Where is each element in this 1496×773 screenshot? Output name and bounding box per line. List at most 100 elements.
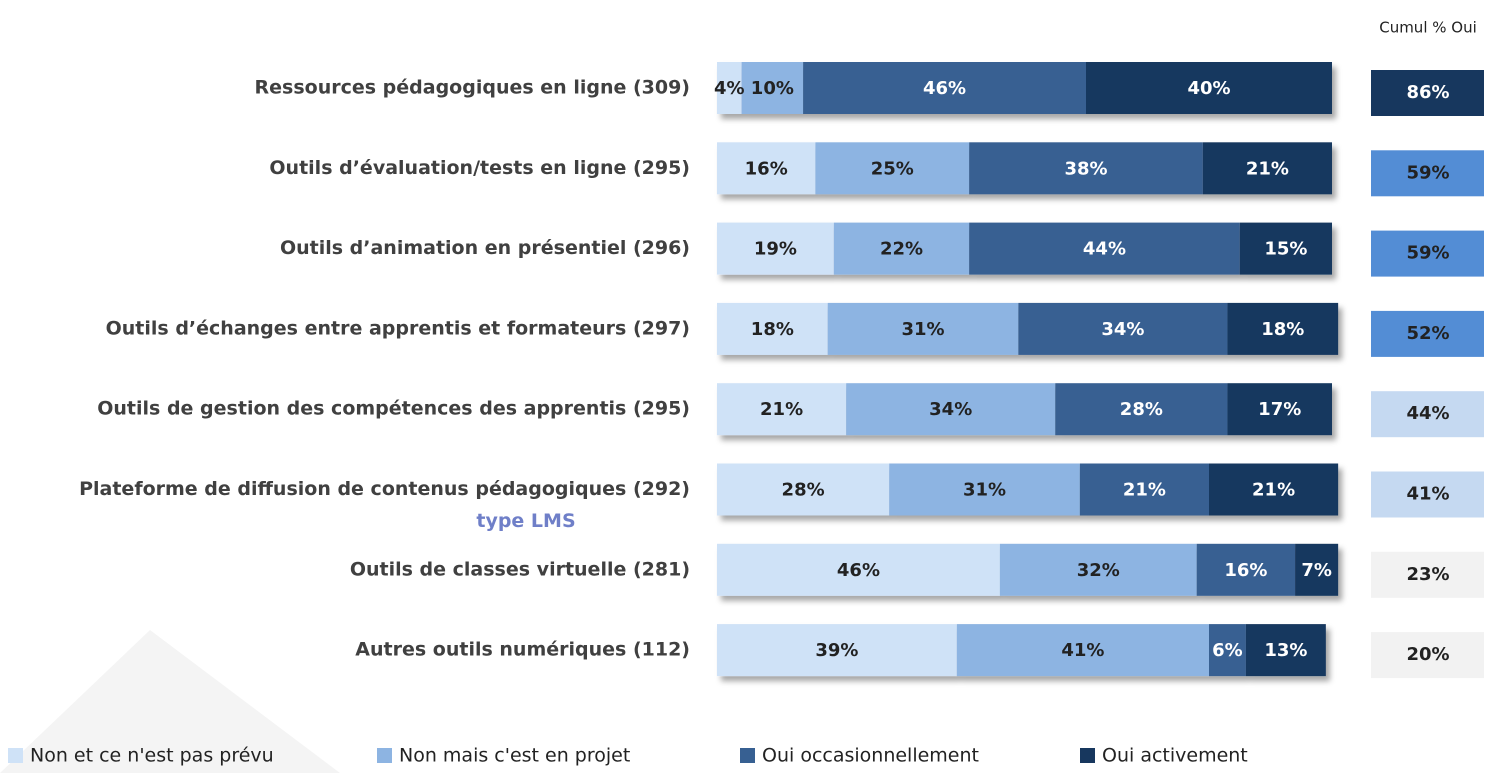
- data-label: 40%: [1187, 78, 1230, 99]
- cumul-title: Cumul % Oui: [1379, 19, 1477, 37]
- cumul-box: [1371, 230, 1484, 277]
- data-label: 31%: [963, 480, 1006, 501]
- bar-segment: [717, 383, 847, 436]
- data-label: 13%: [1264, 640, 1307, 661]
- data-label: 21%: [760, 399, 803, 420]
- category-label: Outils d’échanges entre apprentis et for…: [106, 317, 690, 339]
- bar-segment: [827, 302, 1019, 355]
- data-label: 25%: [871, 158, 914, 179]
- bar-segment: [846, 383, 1056, 436]
- bar-segment: [717, 222, 834, 275]
- data-label: 46%: [923, 78, 966, 99]
- data-label: 16%: [1224, 560, 1267, 581]
- cumul-label: 20%: [1406, 644, 1449, 665]
- cumul-box: [1371, 471, 1484, 518]
- category-label: Ressources pédagogiques en ligne (309): [255, 77, 690, 99]
- data-label: 18%: [1261, 319, 1304, 340]
- bar-segment: [1079, 463, 1209, 516]
- data-label: 34%: [929, 399, 972, 420]
- bar-segment: [1295, 543, 1339, 596]
- bar-group: [717, 62, 1332, 114]
- data-label: 4%: [714, 78, 745, 99]
- data-label: 18%: [751, 319, 794, 340]
- category-label: Outils de gestion des compétences des ap…: [97, 398, 690, 420]
- bar-segment: [815, 142, 970, 195]
- legend-swatch: [740, 748, 755, 763]
- data-label: 21%: [1252, 480, 1295, 501]
- bar-group: [717, 142, 1332, 195]
- bar-segment: [717, 543, 1000, 596]
- legend-label: Non mais c'est en projet: [399, 745, 630, 767]
- data-label: 34%: [1101, 319, 1144, 340]
- legend-label: Non et ce n'est pas prévu: [30, 745, 274, 767]
- cumul-box: [1371, 632, 1484, 679]
- bar-segment: [956, 624, 1209, 677]
- cumul-label: 41%: [1406, 484, 1449, 505]
- cumul-box: [1371, 310, 1484, 357]
- cumul-label: 59%: [1406, 243, 1449, 264]
- bar-segment: [889, 463, 1080, 516]
- legend-swatch: [8, 748, 23, 763]
- legend-label: Oui activement: [1102, 745, 1248, 767]
- bar-segment: [1227, 383, 1332, 436]
- bar-segment: [717, 624, 957, 677]
- cumul-label: 23%: [1406, 564, 1449, 585]
- category-label: Autres outils numériques (112): [355, 639, 690, 661]
- bar-segment: [1245, 624, 1326, 677]
- data-label: 15%: [1264, 239, 1307, 260]
- bar-group: [717, 383, 1332, 436]
- data-label: 44%: [1083, 239, 1126, 260]
- bar-group: [717, 463, 1339, 516]
- data-label: 31%: [901, 319, 944, 340]
- data-label: 22%: [880, 239, 923, 260]
- bar-group: [717, 543, 1339, 596]
- bar-segment: [833, 222, 970, 275]
- bar-segment: [1209, 463, 1339, 516]
- bar-segment: [969, 222, 1240, 275]
- data-label: 10%: [751, 78, 794, 99]
- bar-segment: [717, 463, 890, 516]
- data-label: 38%: [1064, 158, 1107, 179]
- category-label: Outils d’animation en présentiel (296): [280, 237, 690, 259]
- category-label: Plateforme de diffusion de contenus péda…: [79, 478, 690, 500]
- bar-segment: [741, 62, 804, 114]
- bar-segment: [717, 62, 742, 114]
- legend-swatch: [1080, 748, 1095, 763]
- data-label: 7%: [1301, 560, 1332, 581]
- cumul-box: [1371, 150, 1484, 197]
- data-label: 32%: [1077, 560, 1120, 581]
- data-label: 6%: [1212, 640, 1243, 661]
- data-label: 39%: [815, 640, 858, 661]
- cumul-label: 52%: [1406, 323, 1449, 344]
- category-label: Outils d’évaluation/tests en ligne (295): [269, 157, 690, 179]
- data-label: 19%: [754, 239, 797, 260]
- data-label: 28%: [782, 480, 825, 501]
- bar-segment: [969, 142, 1203, 195]
- cumul-label: 86%: [1406, 82, 1449, 103]
- bar-segment: [1055, 383, 1228, 436]
- cumul-box: [1371, 551, 1484, 598]
- bar-segment: [1239, 222, 1332, 275]
- bar-group: [717, 624, 1326, 677]
- data-label: 16%: [745, 158, 788, 179]
- bar-segment: [999, 543, 1197, 596]
- data-label: 28%: [1120, 399, 1163, 420]
- category-subtitle: type LMS: [476, 510, 575, 532]
- background-shape: [0, 630, 340, 773]
- bar-segment: [1086, 62, 1332, 114]
- data-label: 41%: [1061, 640, 1104, 661]
- legend-swatch: [377, 748, 392, 763]
- bar-segment: [1202, 142, 1332, 195]
- bar-segment: [1018, 302, 1228, 355]
- bar-segment: [1196, 543, 1296, 596]
- bar-group: [717, 222, 1332, 275]
- category-label: Outils de classes virtuelle (281): [350, 558, 690, 580]
- bar-segment: [1227, 302, 1339, 355]
- cumul-box: [1371, 391, 1484, 438]
- data-label: 46%: [837, 560, 880, 581]
- bar-group: [717, 302, 1339, 355]
- cumul-box: [1371, 70, 1484, 116]
- cumul-label: 59%: [1406, 162, 1449, 183]
- data-label: 21%: [1123, 480, 1166, 501]
